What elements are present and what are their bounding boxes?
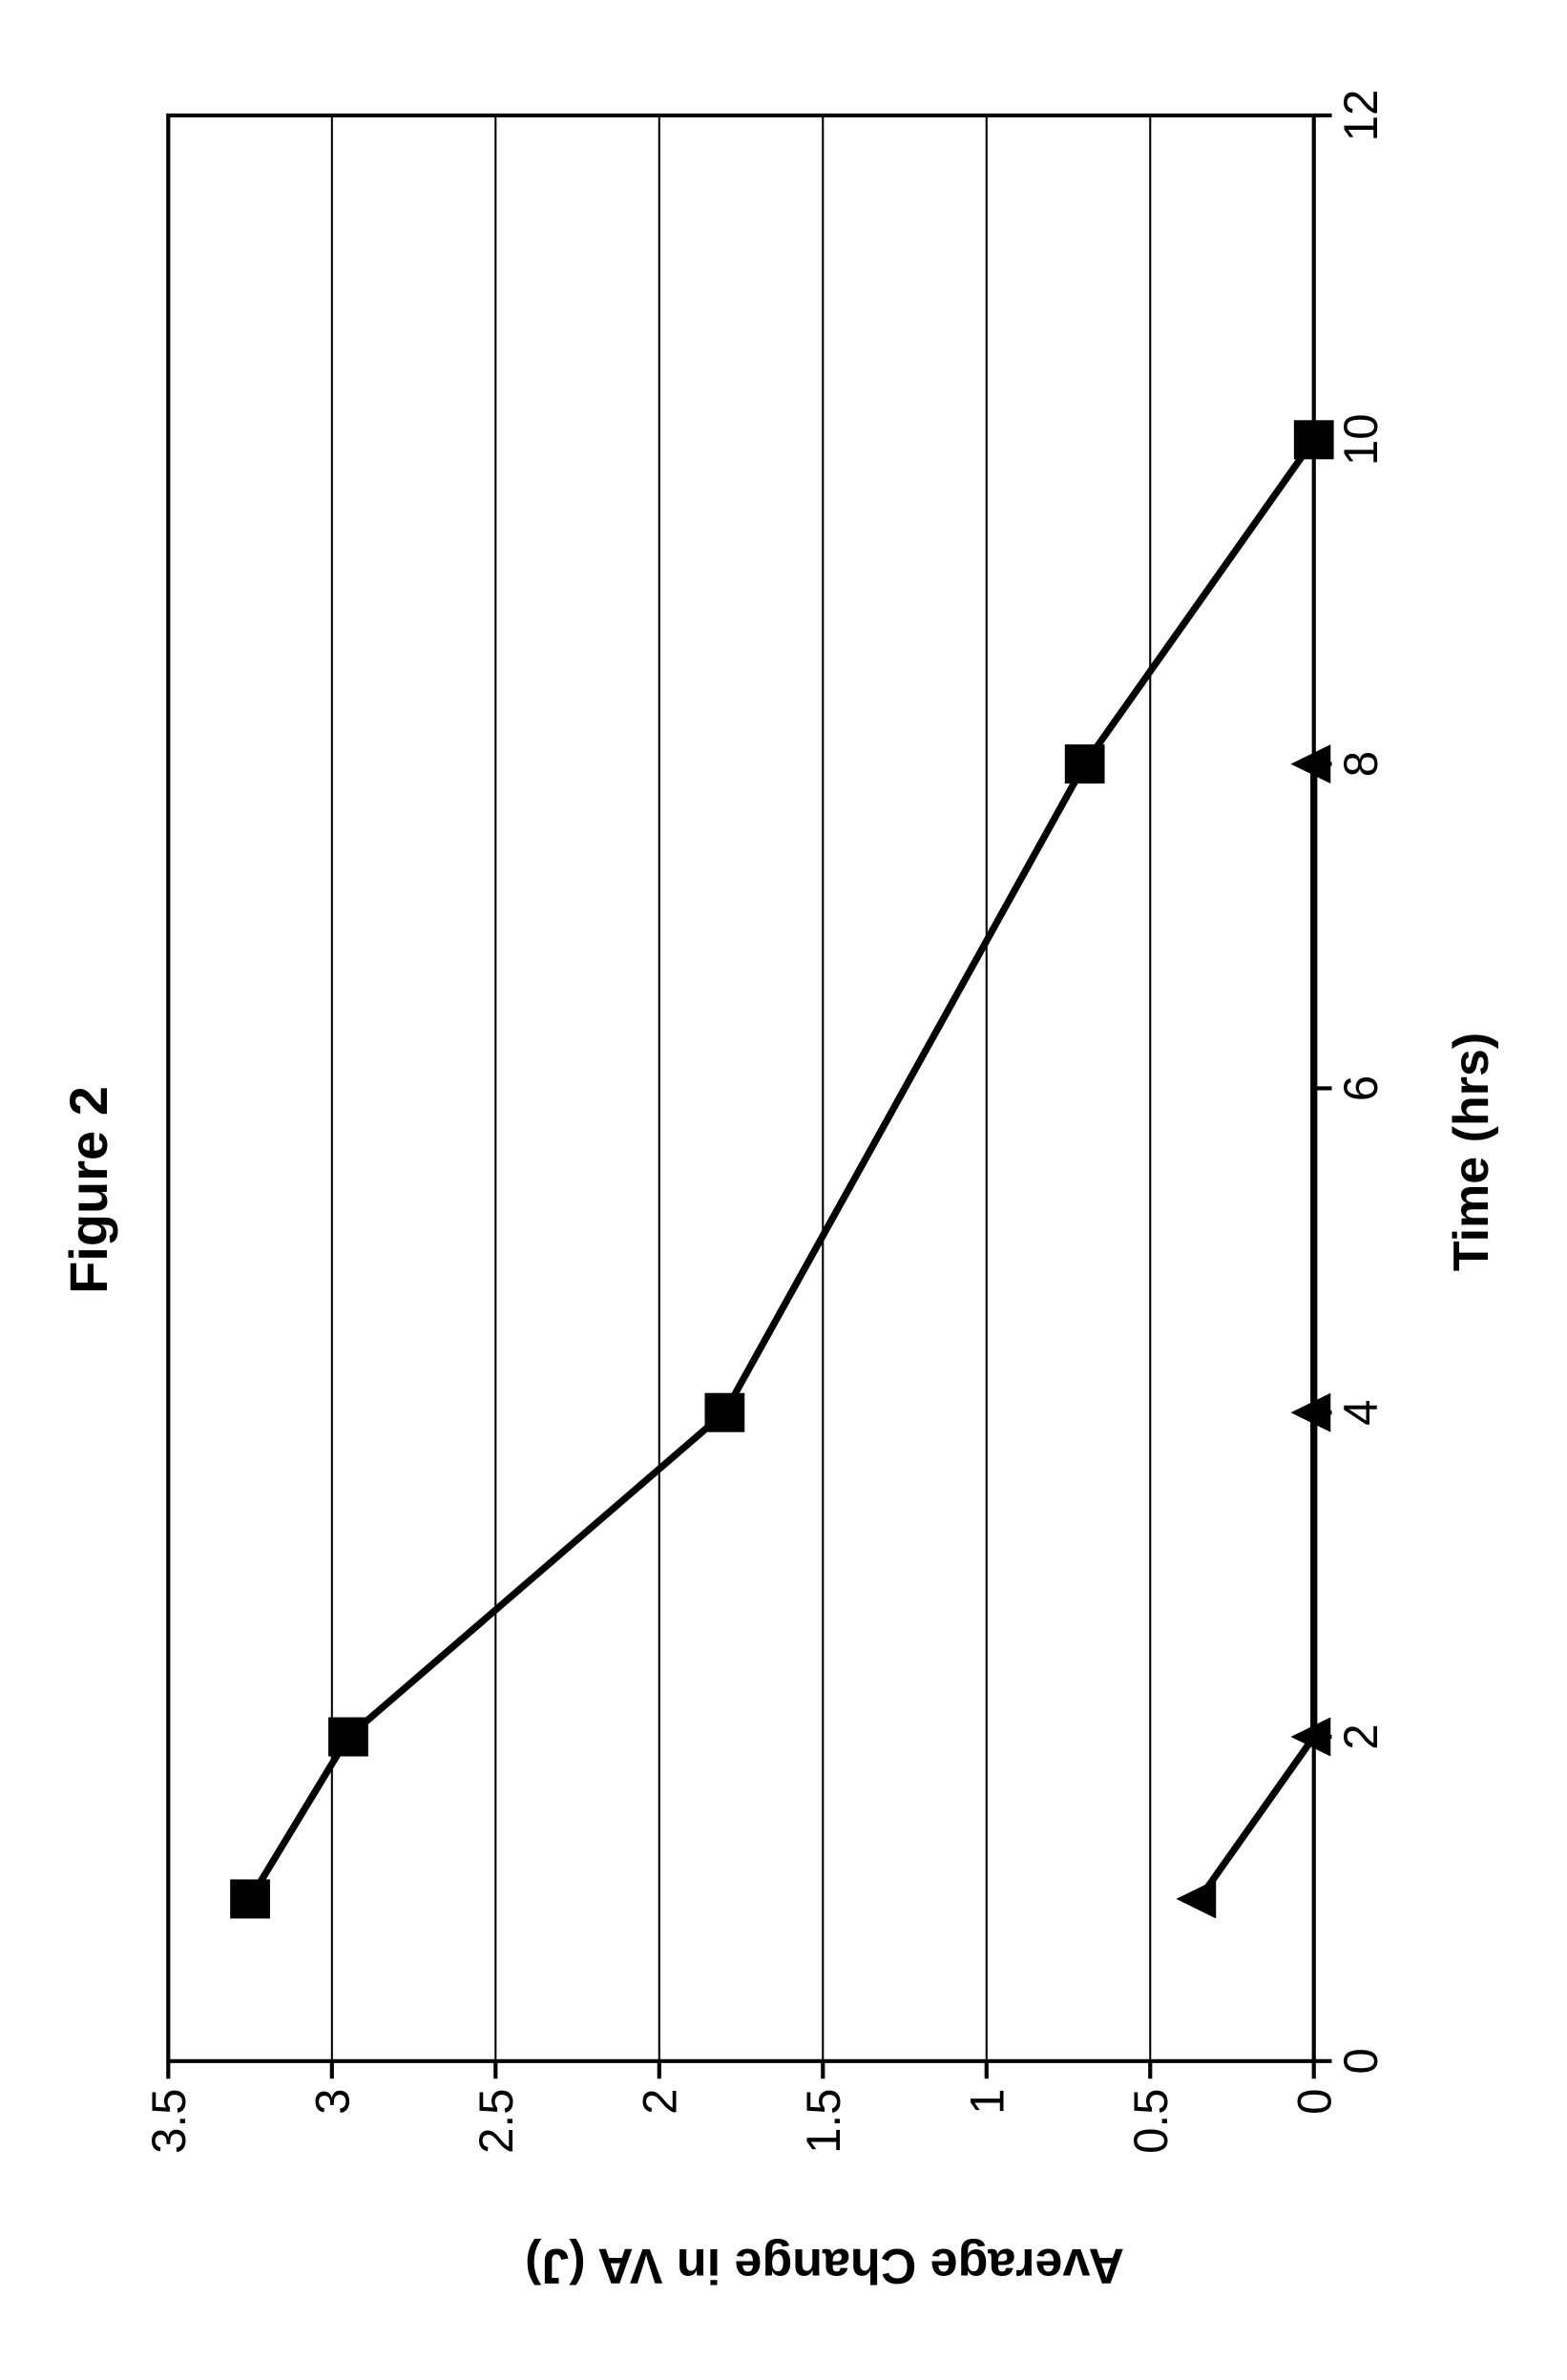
x-axis-label-row: Time (hrs)	[1433, 76, 1510, 2227]
y-tick-label: 3	[305, 2089, 360, 2115]
y-tick-label: 3.5	[141, 2089, 196, 2154]
y-axis-label: Average Change in VA (J)	[525, 2237, 1124, 2294]
plot-area: 0 2 4 6 8 10 12 0 0.5 1 1.5 2 2.5 3 3.5	[138, 76, 1433, 2227]
plot-column: 0 2 4 6 8 10 12 0 0.5 1 1.5 2 2.5 3 3.5 Time (hrs)	[138, 76, 1510, 2227]
chart-title: Figure 2	[57, 1086, 119, 1294]
x-tick-label: 6	[1334, 1075, 1389, 1101]
y-axis-label-column: Average Change in VA (J)	[138, 2227, 1510, 2304]
page: Figure 2 Average Change in VA (J) 0 2 4 6 8 1…	[0, 0, 1567, 2380]
rotated-chart-wrapper: Figure 2 Average Change in VA (J) 0 2 4 6 8 1…	[0, 0, 1567, 2380]
x-tick-label: 0	[1334, 2048, 1389, 2074]
square-marker	[328, 1718, 368, 1757]
x-tick-label: 2	[1334, 1723, 1389, 1749]
square-marker	[230, 1879, 270, 1918]
square-marker	[1065, 744, 1105, 783]
y-tick-label: 0.5	[1123, 2089, 1178, 2154]
y-tick-label: 1	[960, 2089, 1014, 2115]
y-tick-label: 0	[1287, 2089, 1342, 2115]
y-tick-label: 1.5	[796, 2089, 850, 2154]
chart-figure: Figure 2 Average Change in VA (J) 0 2 4 6 8 1…	[0, 0, 1567, 2380]
chart-body: Average Change in VA (J) 0 2 4 6 8 10 12 0 0.5 1 1…	[138, 76, 1510, 2304]
y-tick-label: 2	[633, 2089, 687, 2115]
square-marker	[1294, 420, 1334, 459]
y-tick-label: 2.5	[469, 2089, 523, 2154]
line-chart-svg: 0 2 4 6 8 10 12 0 0.5 1 1.5 2 2.5 3 3.5	[138, 76, 1433, 2227]
plot-background	[168, 115, 1313, 2061]
x-tick-label: 10	[1334, 413, 1389, 466]
x-axis-label: Time (hrs)	[1443, 1033, 1500, 1271]
x-tick-label: 12	[1334, 90, 1389, 142]
x-tick-label: 8	[1334, 751, 1389, 777]
x-tick-label: 4	[1334, 1400, 1389, 1426]
square-marker	[705, 1393, 745, 1432]
